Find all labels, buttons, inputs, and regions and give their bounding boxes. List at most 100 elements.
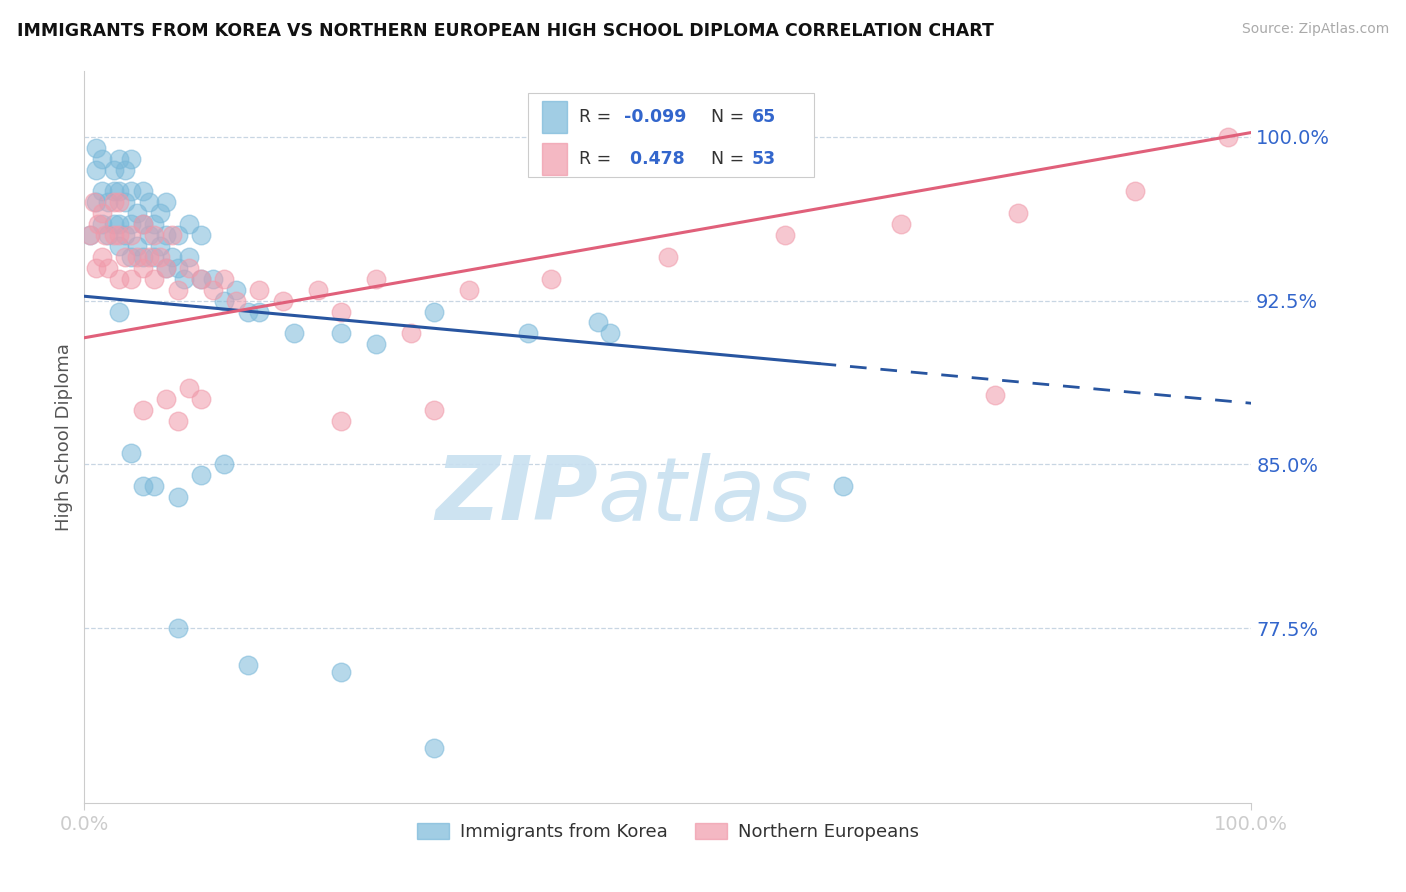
Point (103, 228, 125, 243)
Point (330, 326, 353, 341)
Point (94, 228, 117, 243)
Point (143, 217, 166, 231)
Point (271, 293, 294, 308)
Text: atlas: atlas (598, 452, 813, 539)
Point (90, 250, 112, 264)
Point (132, 479, 155, 493)
Point (773, 228, 796, 243)
Point (84, 195, 107, 210)
Point (149, 239, 172, 253)
Point (103, 217, 125, 231)
Point (108, 195, 131, 210)
Point (179, 381, 201, 395)
Point (214, 458, 236, 472)
Point (330, 665, 353, 679)
Point (330, 304, 353, 318)
Point (249, 283, 271, 297)
Point (190, 392, 212, 406)
Point (214, 272, 236, 286)
Point (236, 304, 259, 318)
Text: ZIP: ZIP (434, 452, 598, 539)
Point (108, 217, 131, 231)
Point (540, 272, 562, 286)
Bar (541, 143, 568, 175)
Point (179, 260, 201, 275)
Point (190, 272, 212, 286)
Point (103, 162, 125, 177)
Point (84, 260, 107, 275)
Point (160, 250, 183, 264)
Point (120, 446, 142, 460)
Point (79, 228, 101, 243)
Point (103, 185, 125, 199)
Point (423, 741, 446, 756)
Point (108, 272, 131, 286)
Point (125, 206, 148, 220)
Point (166, 228, 188, 243)
Point (120, 228, 142, 243)
Text: N =: N = (711, 150, 749, 168)
Point (120, 185, 142, 199)
Point (225, 293, 247, 308)
Point (190, 468, 212, 483)
Point (366, 337, 388, 351)
Point (236, 658, 259, 673)
Legend: Immigrants from Korea, Northern Europeans: Immigrants from Korea, Northern European… (409, 816, 927, 848)
Point (114, 195, 136, 210)
Text: 53: 53 (752, 150, 776, 168)
Point (132, 402, 155, 417)
Point (132, 217, 155, 231)
Point (307, 283, 329, 297)
Point (83, 195, 105, 210)
Point (225, 283, 247, 297)
Point (832, 479, 855, 493)
Point (173, 272, 195, 286)
Y-axis label: High School Diploma: High School Diploma (55, 343, 73, 531)
Point (149, 250, 172, 264)
Point (125, 239, 148, 253)
Point (138, 228, 160, 243)
Point (516, 326, 538, 341)
Point (108, 152, 131, 166)
Point (160, 228, 183, 243)
Point (179, 250, 201, 264)
Point (97, 260, 120, 275)
FancyBboxPatch shape (527, 94, 814, 178)
Text: -0.099: -0.099 (623, 108, 686, 126)
Point (90, 152, 112, 166)
Point (108, 228, 131, 243)
Point (423, 304, 446, 318)
Point (330, 414, 353, 428)
Point (120, 152, 142, 166)
Point (166, 490, 188, 504)
Point (138, 195, 160, 210)
Point (599, 326, 621, 341)
Point (143, 272, 166, 286)
Point (179, 217, 201, 231)
Point (1007, 206, 1029, 220)
Text: R =: R = (579, 150, 617, 168)
Point (366, 272, 388, 286)
Point (166, 260, 188, 275)
Point (657, 250, 679, 264)
Point (190, 228, 212, 243)
Point (1123, 185, 1146, 199)
Point (90, 206, 112, 220)
Point (190, 272, 212, 286)
Point (155, 228, 177, 243)
Point (138, 250, 160, 264)
Point (97, 195, 120, 210)
Point (458, 283, 481, 297)
Point (84, 141, 107, 155)
Bar (541, 101, 568, 133)
Point (103, 195, 125, 210)
Point (201, 272, 224, 286)
Point (155, 260, 177, 275)
Point (166, 621, 188, 635)
Point (249, 304, 271, 318)
Point (149, 206, 172, 220)
Point (143, 228, 166, 243)
Point (120, 250, 142, 264)
Point (132, 260, 155, 275)
Text: IMMIGRANTS FROM KOREA VS NORTHERN EUROPEAN HIGH SCHOOL DIPLOMA CORRELATION CHART: IMMIGRANTS FROM KOREA VS NORTHERN EUROPE… (17, 22, 994, 40)
